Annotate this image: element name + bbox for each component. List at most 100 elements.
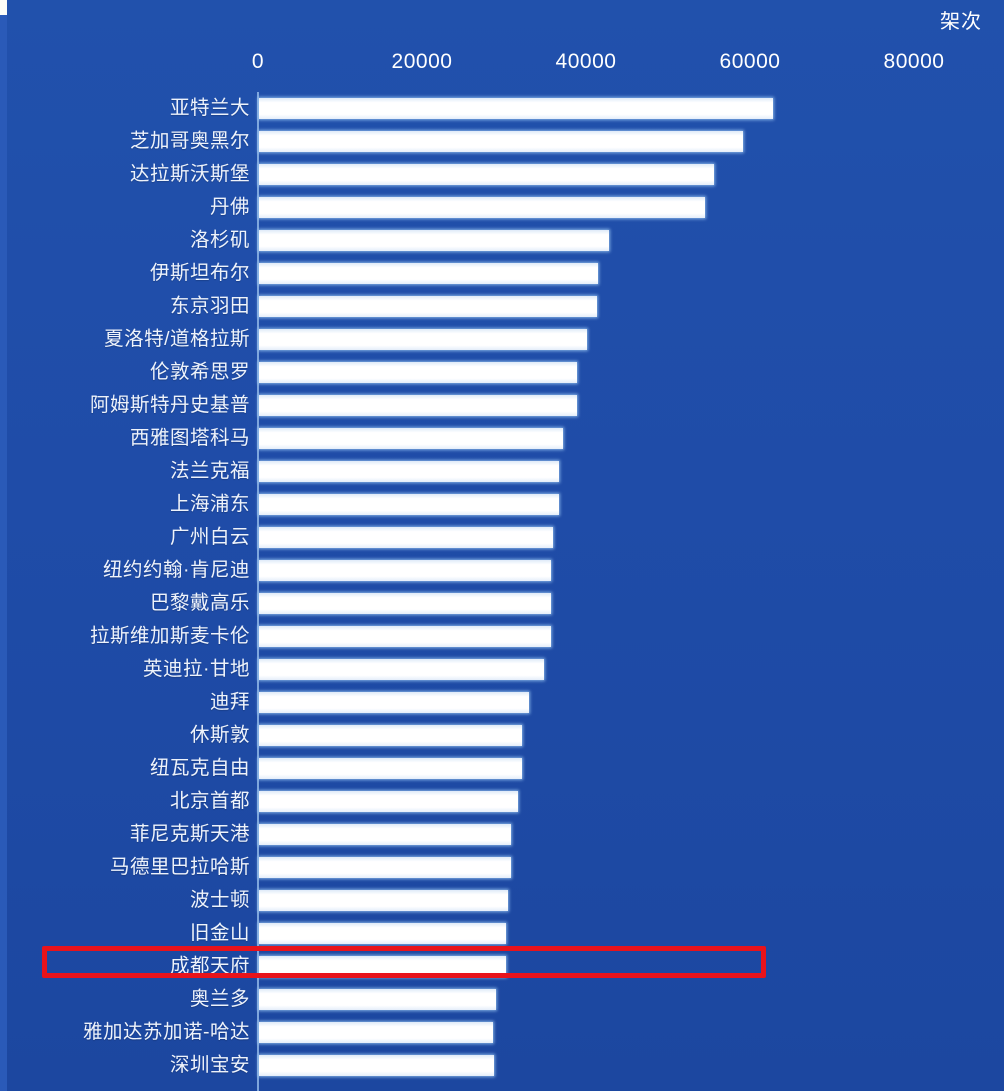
bar[interactable]: 42700: [259, 230, 610, 251]
bar[interactable]: 30700: [259, 824, 511, 845]
bar-category-label: 巴黎戴高乐: [149, 592, 250, 614]
bar[interactable]: 34800: [259, 659, 545, 680]
bar[interactable]: 35600: [259, 593, 551, 614]
bar[interactable]: 31600: [259, 791, 519, 812]
bar-value: 62700: [259, 98, 260, 99]
bar-value: 36600: [259, 461, 260, 462]
bar[interactable]: 38800: [259, 362, 578, 383]
plot-area: 亚特兰大 62700 芝加哥奥黑尔 59000 达拉斯沃斯堡 55500 丹佛 54400 洛杉…: [0, 92, 1004, 1091]
bar-track: 30100: [259, 923, 506, 944]
bar-row[interactable]: 雅加达苏加诺-哈达 28500: [0, 1016, 1004, 1049]
bar-row[interactable]: 丹佛 54400: [0, 191, 1004, 224]
bar-row[interactable]: 北京首都 31600: [0, 785, 1004, 818]
bar-category-label: 广州白云: [169, 526, 250, 548]
bar-category-label: 纽约约翰·肯尼迪: [103, 559, 250, 581]
bar[interactable]: 40000: [259, 329, 587, 350]
bar-row[interactable]: 法兰克福 36600: [0, 455, 1004, 488]
bar-track: 28500: [259, 1022, 493, 1043]
bar-value: 30700: [259, 824, 260, 825]
bar-row[interactable]: 英迪拉·甘地 34800: [0, 653, 1004, 686]
bar-row[interactable]: 广州白云 35900: [0, 521, 1004, 554]
bar-category-label: 休斯敦: [189, 724, 250, 746]
bar[interactable]: 35600: [259, 626, 551, 647]
bar[interactable]: 32900: [259, 692, 529, 713]
bar-row[interactable]: 伦敦希思罗 38800: [0, 356, 1004, 389]
bar-row[interactable]: 达拉斯沃斯堡 55500: [0, 158, 1004, 191]
bar-track: 32900: [259, 692, 529, 713]
bar[interactable]: 41300: [259, 263, 598, 284]
bar-row[interactable]: 巴黎戴高乐 35600: [0, 587, 1004, 620]
bar[interactable]: 30700: [259, 857, 511, 878]
bar[interactable]: 35900: [259, 527, 554, 548]
bar-value: 32100: [259, 758, 260, 759]
bar-track: 38800: [259, 395, 578, 416]
bar-track: 41300: [259, 263, 598, 284]
bar-value: 28700: [259, 1055, 260, 1056]
bar-row[interactable]: 纽约约翰·肯尼迪 35600: [0, 554, 1004, 587]
bar-value: 34800: [259, 659, 260, 660]
bar-row[interactable]: 纽瓦克自由 32100: [0, 752, 1004, 785]
bar-row[interactable]: 拉斯维加斯麦卡伦 35600: [0, 620, 1004, 653]
bar-value: 36600: [259, 494, 260, 495]
bar-row[interactable]: 旧金山 30100: [0, 917, 1004, 950]
bar-row[interactable]: 亚特兰大 62700: [0, 92, 1004, 125]
bar-category-label: 奥兰多: [189, 988, 250, 1010]
bar[interactable]: 30400: [259, 890, 509, 911]
bar-category-label: 上海浦东: [169, 493, 250, 515]
bar[interactable]: 36600: [259, 461, 560, 482]
bar-row[interactable]: 芝加哥奥黑尔 59000: [0, 125, 1004, 158]
bar-category-label: 纽瓦克自由: [149, 757, 250, 779]
bar[interactable]: 54400: [259, 197, 706, 218]
bar-row[interactable]: 波士顿 30400: [0, 884, 1004, 917]
bar[interactable]: 35600: [259, 560, 551, 581]
bar-category-label: 拉斯维加斯麦卡伦: [89, 625, 250, 647]
bar-row[interactable]: 西雅图塔科马 37100: [0, 422, 1004, 455]
bar[interactable]: 28700: [259, 1055, 495, 1076]
bar-track: 35600: [259, 560, 551, 581]
bar-track: 30100: [259, 956, 506, 977]
bar-category-label: 丹佛: [209, 196, 250, 218]
bar[interactable]: 59000: [259, 131, 743, 152]
bar[interactable]: 41200: [259, 296, 597, 317]
bar-track: 32100: [259, 725, 523, 746]
bar-category-label: 阿姆斯特丹史基普: [89, 394, 250, 416]
bar[interactable]: 30100: [259, 923, 506, 944]
bar-row[interactable]: 迪拜 32900: [0, 686, 1004, 719]
bar-row[interactable]: 夏洛特/道格拉斯 40000: [0, 323, 1004, 356]
bar-track: 35900: [259, 527, 554, 548]
bar-row[interactable]: 阿姆斯特丹史基普 38800: [0, 389, 1004, 422]
bar-row[interactable]: 上海浦东 36600: [0, 488, 1004, 521]
bar-row[interactable]: 伊斯坦布尔 41300: [0, 257, 1004, 290]
bar-row[interactable]: 成都天府 30100: [0, 950, 1004, 983]
bar-track: 38800: [259, 362, 578, 383]
bar-row[interactable]: 东京羽田 41200: [0, 290, 1004, 323]
bar[interactable]: 28900: [259, 989, 496, 1010]
bar[interactable]: 55500: [259, 164, 715, 185]
bar-row[interactable]: 菲尼克斯天港 30700: [0, 818, 1004, 851]
bar-category-label: 成都天府: [169, 955, 250, 977]
left-edge-strip: [0, 15, 7, 1091]
bar[interactable]: 36600: [259, 494, 560, 515]
bar-track: 30400: [259, 890, 509, 911]
bar[interactable]: 32100: [259, 725, 523, 746]
bar[interactable]: 62700: [259, 98, 774, 119]
bar[interactable]: 38800: [259, 395, 578, 416]
bar[interactable]: 32100: [259, 758, 523, 779]
bar-row[interactable]: 深圳宝安 28700: [0, 1049, 1004, 1082]
bar-track: 34800: [259, 659, 545, 680]
bar-value: 31600: [259, 791, 260, 792]
bar-row[interactable]: 休斯敦 32100: [0, 719, 1004, 752]
x-axis-ticks: 0 20000 40000 60000 80000: [0, 50, 1004, 80]
bar-track: 28700: [259, 1055, 495, 1076]
bar[interactable]: 28500: [259, 1022, 493, 1043]
bar-row[interactable]: 洛杉矶 42700: [0, 224, 1004, 257]
x-axis-baseline: [257, 92, 259, 1091]
bar-value: 41200: [259, 296, 260, 297]
bar-row[interactable]: 奥兰多 28900: [0, 983, 1004, 1016]
bar[interactable]: 30100: [259, 956, 506, 977]
bar-row[interactable]: 马德里巴拉哈斯 30700: [0, 851, 1004, 884]
bar[interactable]: 37100: [259, 428, 564, 449]
bar-value: 28500: [259, 1022, 260, 1023]
bar-category-label: 马德里巴拉哈斯: [109, 856, 250, 878]
bar-track: 62700: [259, 98, 774, 119]
